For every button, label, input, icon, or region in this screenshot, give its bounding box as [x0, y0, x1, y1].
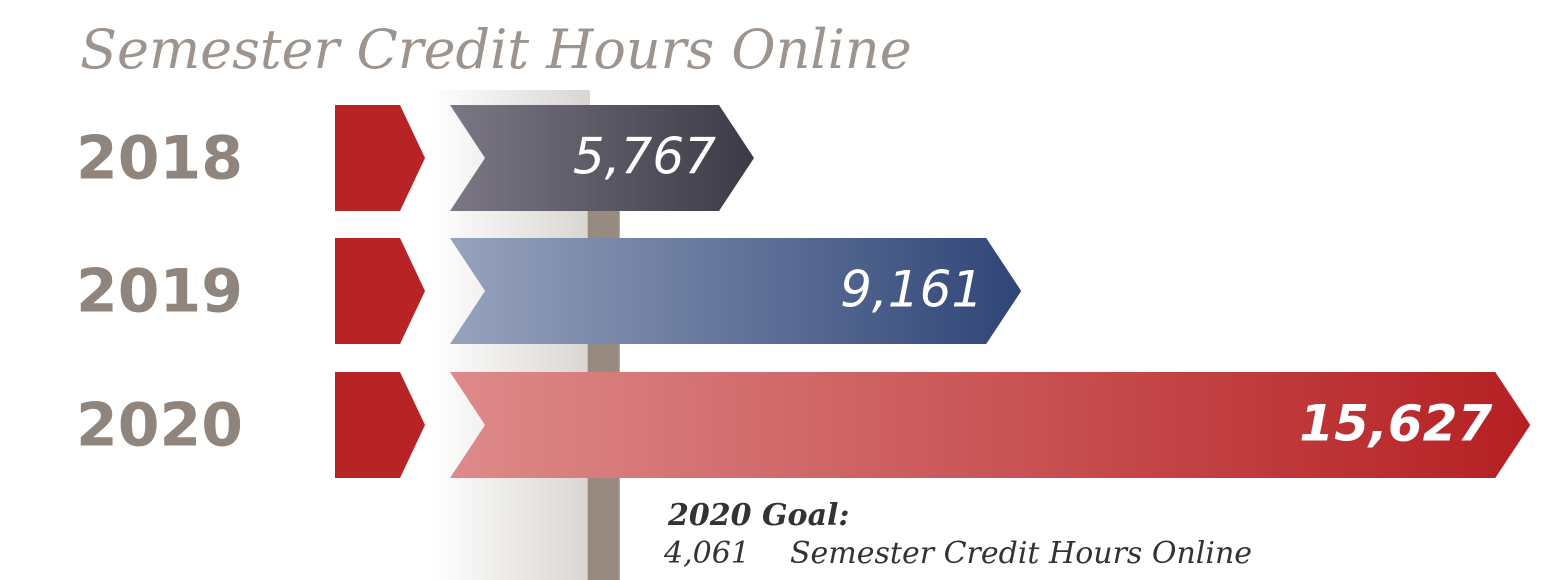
data-label: 5,767	[573, 128, 716, 186]
data-label: 9,161	[840, 261, 983, 319]
bar	[450, 372, 1531, 478]
bar	[450, 105, 755, 211]
y-tick-label: 2020	[76, 391, 243, 461]
chart-title: Semester Credit Hours Online	[80, 18, 912, 81]
chevron	[335, 372, 425, 478]
goal-text: Semester Credit Hours Online	[790, 536, 1252, 571]
goal-value: 4,061	[663, 536, 750, 571]
y-tick-label: 2018	[76, 124, 243, 194]
goal-label: 2020 Goal:	[667, 498, 849, 533]
goal-line	[587, 150, 620, 580]
chevron	[335, 238, 425, 344]
data-label: 15,627	[1299, 395, 1492, 453]
chevron	[335, 105, 425, 211]
bar	[450, 238, 1022, 344]
y-tick-label: 2019	[76, 257, 243, 327]
